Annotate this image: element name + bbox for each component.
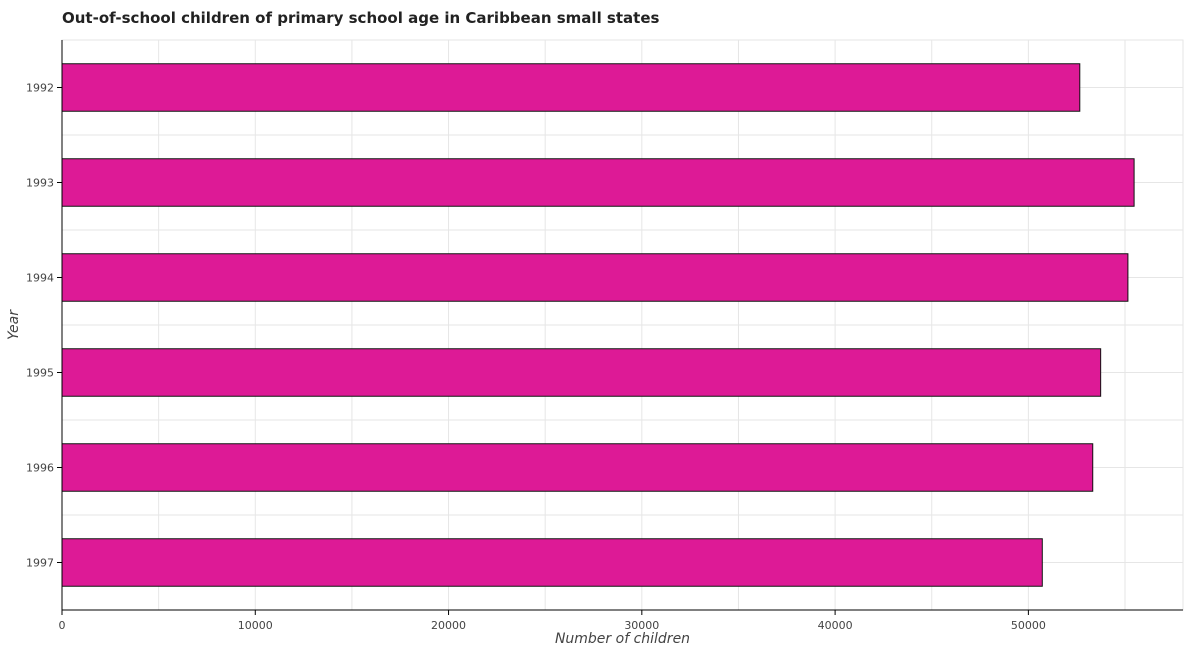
bar-1993 (61, 158, 1135, 207)
bar-1996 (61, 443, 1094, 492)
bars (61, 63, 1135, 587)
gridlines (61, 39, 1184, 611)
y-tick-label: 1996 (26, 462, 54, 475)
bar-1994 (61, 253, 1129, 302)
x-tick-label: 30000 (624, 619, 659, 632)
y-axis-label: Year (6, 309, 22, 340)
y-tick-label: 1992 (26, 82, 54, 95)
y-tick-label: 1995 (26, 367, 54, 380)
bar-1997 (61, 538, 1043, 587)
x-tick-label: 20000 (431, 619, 466, 632)
x-tick-label: 0 (59, 619, 66, 632)
x-tick-label: 10000 (238, 619, 273, 632)
bar-1992 (61, 63, 1081, 112)
y-tick-label: 1994 (26, 272, 54, 285)
x-tick-label: 50000 (1011, 619, 1046, 632)
chart-title: Out-of-school children of primary school… (62, 9, 660, 27)
y-tick-label: 1997 (26, 557, 54, 570)
y-tick-label: 1993 (26, 177, 54, 190)
x-axis-label: Number of children (555, 631, 690, 647)
bar-1995 (61, 348, 1102, 397)
x-tick-label: 40000 (818, 619, 853, 632)
axes: 0 10000 20000 30000 40000 50000 1992 1993 1994 19… (26, 40, 1183, 632)
